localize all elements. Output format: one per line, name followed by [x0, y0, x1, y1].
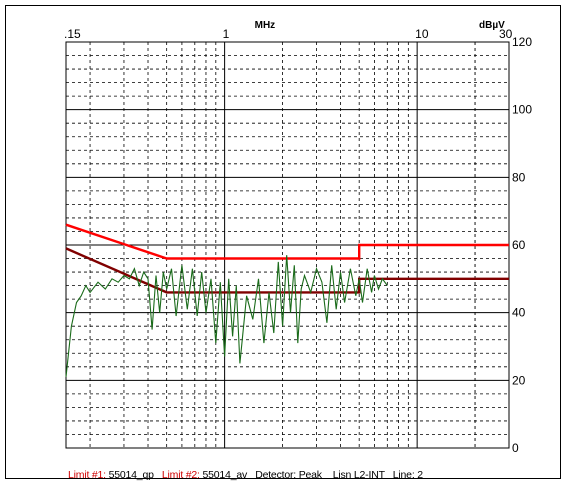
chart-footer: Limit #1: 55014_qp Limit #2: 55014_av De…: [68, 469, 423, 481]
lisn-label: Lisn L2-INT: [332, 469, 385, 481]
series-line-peak: [65, 255, 388, 377]
line-label: Line: 2: [392, 469, 423, 481]
y-tick-label: 40: [512, 306, 526, 320]
x-tick-label: .15: [64, 27, 81, 41]
series-line-55014-av: [65, 247, 509, 294]
chart-frame: 0 20 40 60 80 100 120 .15 1 10 30 MHz dBµV Limit #1:…: [5, 5, 561, 481]
y-tick-label: 60: [512, 238, 526, 252]
x-axis-label: MHz: [255, 20, 276, 31]
y-tick-label: 100: [512, 103, 532, 117]
y-tick-label: 120: [512, 35, 532, 49]
limit1-value: 55014_qp: [108, 469, 154, 481]
limit2-label: Limit #2:: [161, 469, 200, 481]
x-tick-label: 10: [415, 27, 429, 41]
limit2-value: 55014_av: [202, 469, 248, 481]
y-tick-label: 0: [512, 441, 519, 455]
series-line-55014-qp: [65, 223, 509, 260]
y-axis-label: dBµV: [479, 20, 505, 31]
limit1-label: Limit #1:: [68, 469, 106, 481]
x-tick-label: 30: [499, 27, 513, 41]
x-tick-label: 1: [223, 27, 230, 41]
emission-chart: 0 20 40 60 80 100 120 .15 1 10 30 MHz dBµV: [64, 20, 532, 455]
y-tick-label: 20: [512, 373, 526, 387]
y-tick-label: 80: [512, 170, 526, 184]
detector-label: Detector: Peak: [255, 469, 322, 481]
